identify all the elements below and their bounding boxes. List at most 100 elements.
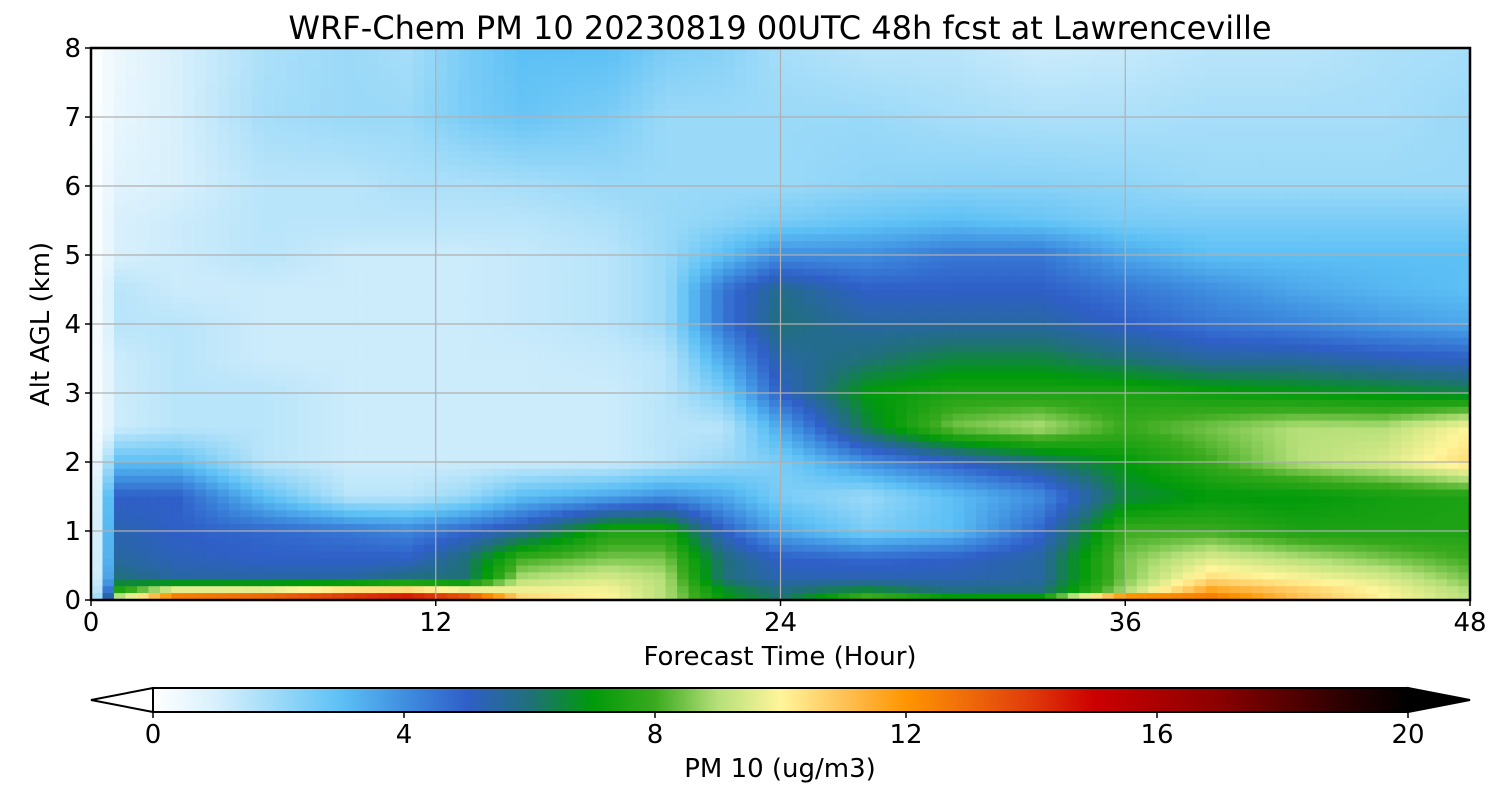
heatmap-cell <box>814 48 828 56</box>
heatmap-cell <box>401 123 414 132</box>
heatmap-cell <box>228 296 241 304</box>
heatmap-cell <box>401 61 414 70</box>
heatmap-cell <box>573 310 586 318</box>
heatmap-cell <box>171 165 184 173</box>
heatmap-cell <box>837 268 851 277</box>
heatmap-cell <box>987 48 1000 56</box>
heatmap-cell <box>182 172 196 180</box>
heatmap-cell <box>1297 172 1310 180</box>
heatmap-cell <box>228 186 241 194</box>
heatmap-cell <box>791 165 805 173</box>
heatmap-cell <box>1401 206 1414 215</box>
heatmap-cell <box>504 234 517 242</box>
heatmap-cell <box>757 144 770 153</box>
heatmap-cell <box>918 144 931 153</box>
heatmap-cell <box>389 75 402 84</box>
heatmap-cell <box>366 75 379 84</box>
heatmap-cell <box>1412 261 1425 270</box>
heatmap-cell <box>585 103 598 111</box>
heatmap-cell <box>1194 68 1207 77</box>
heatmap-cell <box>952 275 965 284</box>
heatmap-cell <box>1205 61 1218 70</box>
heatmap-cell <box>1090 310 1103 318</box>
heatmap-cell <box>1182 317 1195 325</box>
heatmap-cell <box>1343 282 1356 291</box>
heatmap-cell <box>1297 158 1310 166</box>
heatmap-cell <box>1113 261 1126 270</box>
heatmap-cell <box>780 268 793 277</box>
heatmap-cell <box>159 234 173 242</box>
heatmap-cell <box>1366 192 1379 201</box>
heatmap-cell <box>1182 261 1195 270</box>
heatmap-cell <box>883 192 897 201</box>
heatmap-cell <box>987 275 1000 284</box>
heatmap-cell <box>998 179 1011 187</box>
heatmap-cell <box>228 213 241 222</box>
heatmap-cell <box>159 144 173 153</box>
heatmap-cell <box>1389 179 1402 187</box>
heatmap-cell <box>1251 179 1264 187</box>
heatmap-cell <box>516 317 529 325</box>
heatmap-cell <box>228 241 241 249</box>
heatmap-cell <box>1251 82 1264 90</box>
heatmap-cell <box>1067 192 1080 201</box>
heatmap-cell <box>182 123 196 132</box>
heatmap-cell <box>1044 186 1057 194</box>
heatmap-cell <box>964 317 977 325</box>
heatmap-cell <box>286 68 299 77</box>
heatmap-cell <box>1194 123 1207 132</box>
heatmap-cell <box>217 172 230 180</box>
heatmap-cell <box>1171 192 1184 201</box>
heatmap-cell <box>251 82 264 90</box>
heatmap-cell <box>895 123 908 132</box>
heatmap-cell <box>1148 61 1161 70</box>
heatmap-cell <box>1228 110 1241 118</box>
heatmap-cell <box>332 68 345 77</box>
heatmap-cell <box>1458 117 1470 125</box>
heatmap-cell <box>1136 296 1149 304</box>
heatmap-cell <box>642 199 655 208</box>
heatmap-cell <box>91 296 104 304</box>
heatmap-cell <box>194 255 207 263</box>
heatmap-cell <box>1458 68 1470 77</box>
heatmap-cell <box>1171 82 1184 90</box>
heatmap-cell <box>1079 68 1092 77</box>
heatmap-cell <box>1159 241 1172 249</box>
heatmap-cell <box>1136 179 1149 187</box>
heatmap-cell <box>619 220 632 228</box>
heatmap-cell <box>1366 172 1379 180</box>
heatmap-cell <box>1424 268 1437 277</box>
heatmap-cell <box>619 68 632 77</box>
heatmap-cell <box>860 206 874 215</box>
heatmap-cell <box>1125 96 1138 104</box>
heatmap-cell <box>723 220 736 228</box>
heatmap-cell <box>1182 82 1195 90</box>
heatmap-cell <box>665 144 678 153</box>
heatmap-cell <box>619 241 632 249</box>
heatmap-cell <box>1228 296 1241 304</box>
heatmap-cell <box>435 82 448 90</box>
heatmap-cell <box>1205 179 1218 187</box>
heatmap-cell <box>470 48 483 56</box>
heatmap-cell <box>527 165 540 173</box>
heatmap-cell <box>493 96 506 104</box>
heatmap-cell <box>883 61 897 70</box>
heatmap-cell <box>1355 206 1368 215</box>
heatmap-cell <box>1251 234 1264 242</box>
heatmap-cell <box>493 165 506 173</box>
heatmap-cell <box>458 123 471 132</box>
heatmap-cell <box>309 206 322 215</box>
heatmap-cell <box>826 330 839 339</box>
heatmap-cell <box>1424 275 1437 284</box>
heatmap-cell <box>918 186 931 194</box>
heatmap-cell <box>1286 68 1299 77</box>
heatmap-cell <box>1320 82 1333 90</box>
heatmap-cell <box>1125 192 1138 201</box>
heatmap-cell <box>746 234 759 242</box>
heatmap-cell <box>228 82 241 90</box>
heatmap-cell <box>159 310 173 318</box>
heatmap-cell <box>1125 179 1138 187</box>
heatmap-cell <box>1320 75 1333 84</box>
heatmap-cell <box>1010 289 1023 297</box>
heatmap-cell <box>539 110 552 118</box>
